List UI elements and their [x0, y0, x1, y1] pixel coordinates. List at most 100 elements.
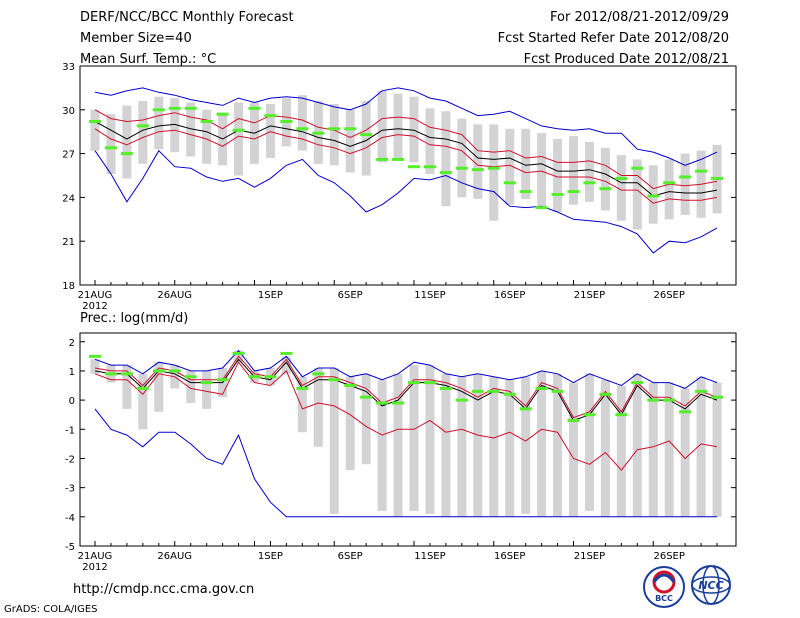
prec-y-tick-label: -5	[65, 542, 75, 553]
prec-observed-marker	[120, 372, 133, 376]
temp-observed-marker	[296, 127, 309, 131]
temp-x-year-label: 2012	[82, 301, 107, 312]
temp-observed-marker	[583, 181, 596, 185]
temp-observed-marker	[152, 108, 165, 112]
forecast-period: For 2012/08/21-2012/09/29	[550, 10, 729, 25]
variable-label: Mean Surf. Temp.: °C	[80, 52, 217, 67]
temp-observed-marker	[567, 190, 580, 194]
prec-x-tick-label: 26SEP	[653, 551, 684, 562]
temp-line-spread-lower	[94, 128, 718, 204]
prec-line-ensemble-mean	[94, 358, 718, 422]
temp-range-bar	[186, 102, 196, 157]
prec-observed-marker	[152, 369, 165, 373]
prec-range-bar	[616, 385, 626, 517]
temp-range-bar	[329, 103, 339, 166]
temp-range-bar	[553, 139, 563, 212]
produced-date: Fcst Produced Date 2012/08/21	[523, 52, 729, 67]
temp-y-tick-label: 24	[62, 193, 75, 204]
bcc-logo-text: BCC	[655, 594, 673, 603]
temp-observed-marker	[232, 128, 245, 132]
temp-x-tick-label: 16SEP	[494, 290, 525, 301]
temp-range-bar	[632, 159, 642, 230]
prec-observed-marker	[599, 392, 612, 396]
prec-observed-marker	[631, 381, 644, 385]
prec-range-bar	[505, 379, 515, 517]
temp-range-bar	[584, 141, 594, 202]
header-right: For 2012/08/21-2012/09/29 Fcst Started R…	[498, 9, 729, 72]
prec-observed-marker	[615, 413, 628, 417]
prec-observed-marker	[136, 386, 149, 390]
temp-observed-marker	[663, 181, 676, 185]
temp-x-tick-label: 6SEP	[338, 290, 363, 301]
temp-y-tick-label: 21	[62, 237, 75, 248]
temp-range-bar	[489, 124, 499, 221]
ncc-logo: NCC	[691, 565, 731, 605]
temp-range-bar	[569, 136, 578, 205]
prec-x-tick-label: 26AUG	[157, 551, 192, 562]
prec-line-ensemble-min	[94, 408, 717, 518]
temp-observed-marker	[216, 112, 229, 116]
prec-observed-marker	[280, 351, 293, 355]
prec-observed-marker	[104, 372, 117, 376]
prec-y-tick-label: 2	[69, 338, 75, 349]
prec-range-bar	[441, 373, 451, 517]
prec-y-tick-label: -1	[65, 425, 75, 436]
prec-observed-marker	[344, 384, 357, 388]
prec-y-tick-label: -4	[65, 513, 75, 524]
prec-observed-marker	[312, 372, 325, 376]
temp-observed-marker	[392, 157, 405, 161]
precip-panel-title: Prec.: log(mm/d)	[80, 311, 188, 326]
prec-observed-marker	[360, 395, 373, 399]
prec-range-bar	[329, 368, 339, 514]
prec-observed-marker	[216, 378, 229, 382]
prec-observed-marker	[296, 386, 309, 390]
temp-observed-marker	[647, 194, 660, 198]
prec-range-bar	[345, 376, 355, 471]
prec-observed-marker	[328, 378, 341, 382]
temp-range-bar	[202, 109, 212, 164]
prec-range-bar	[680, 388, 690, 517]
prec-observed-marker	[184, 375, 197, 379]
temp-observed-marker	[89, 119, 101, 123]
temp-range-bar	[505, 128, 515, 205]
temp-x-tick-label: 21SEP	[574, 290, 605, 301]
prec-x-tick-label: 16SEP	[494, 551, 525, 562]
prec-x-tick-label: 21SEP	[574, 551, 605, 562]
temp-observed-marker	[503, 181, 516, 185]
source-url[interactable]: http://cmdp.ncc.cma.gov.cn	[73, 582, 255, 597]
temp-observed-marker	[312, 131, 325, 135]
prec-x-year-label: 2012	[82, 562, 107, 573]
prec-range-bar	[361, 373, 371, 465]
temp-line-ensemble-min	[94, 149, 718, 254]
temp-x-tick-label: 1SEP	[258, 290, 283, 301]
temp-observed-marker	[408, 165, 420, 169]
prec-observed-marker	[200, 381, 213, 385]
prec-observed-marker	[471, 389, 484, 393]
prec-observed-marker	[535, 386, 548, 390]
prec-observed-marker	[376, 401, 389, 405]
temp-y-tick-label: 27	[62, 150, 75, 161]
temp-observed-marker	[679, 175, 692, 179]
temp-range-bar	[138, 101, 148, 164]
temp-observed-marker	[551, 192, 564, 196]
prec-range-bar	[154, 362, 164, 412]
temp-x-tick-label: 11SEP	[414, 290, 445, 301]
prec-range-bar	[138, 373, 148, 430]
temp-range-bar	[473, 124, 483, 199]
prec-observed-marker	[695, 389, 708, 393]
prec-range-bar	[90, 359, 100, 374]
member-size: Member Size=40	[80, 31, 192, 46]
prec-observed-marker	[567, 419, 580, 423]
temp-observed-marker	[711, 176, 724, 180]
prec-range-bar	[313, 368, 323, 447]
prec-observed-marker	[487, 389, 500, 393]
prec-line-spread-upper	[94, 355, 718, 419]
prec-range-bar	[425, 365, 435, 514]
prec-observed-marker	[392, 401, 405, 405]
temp-observed-marker	[615, 176, 628, 180]
prec-observed-marker	[168, 369, 181, 373]
temp-observed-marker	[248, 106, 261, 110]
prec-line-spread-lower	[94, 361, 718, 471]
prec-observed-marker	[503, 392, 516, 396]
prec-range-bar	[664, 382, 674, 517]
